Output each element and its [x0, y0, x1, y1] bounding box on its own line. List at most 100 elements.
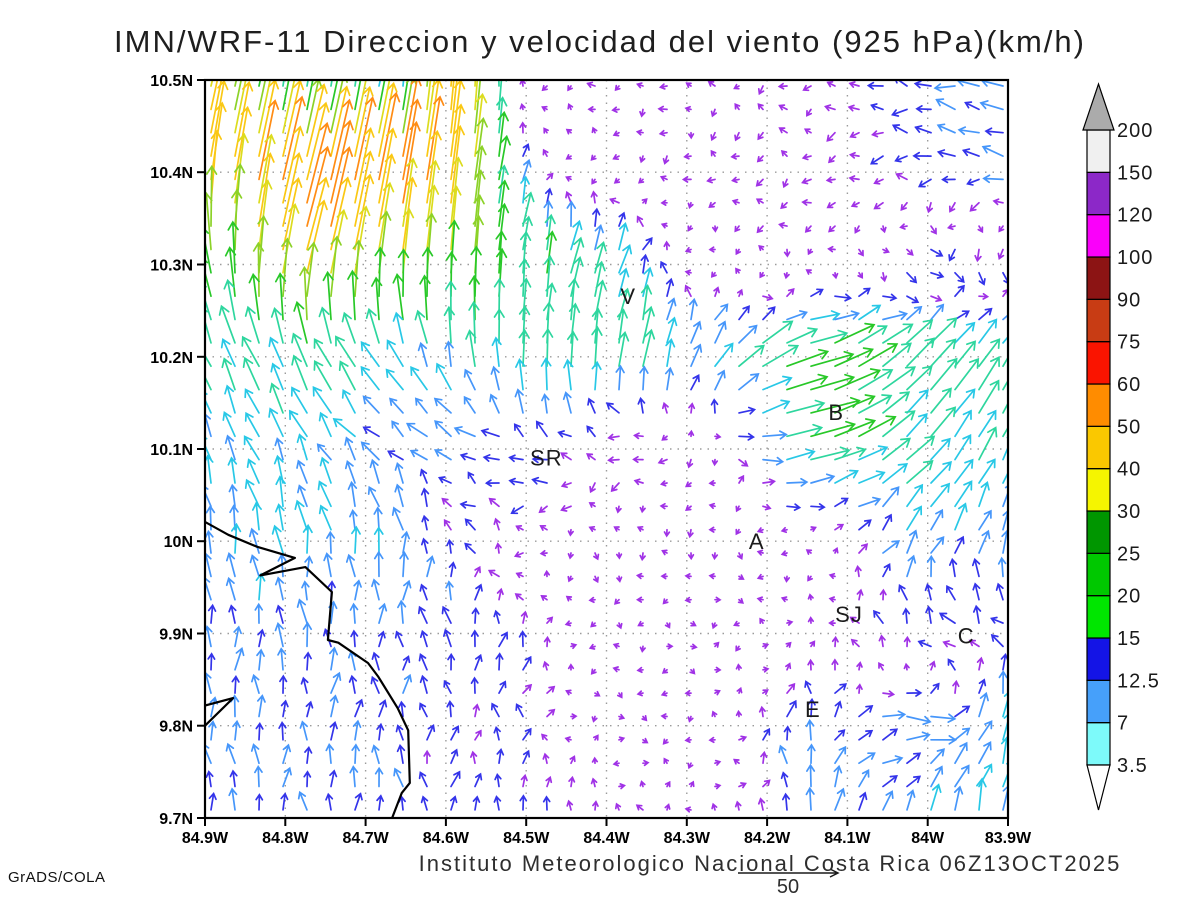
wind-arrow [612, 154, 620, 161]
wind-arrow [870, 103, 884, 111]
wind-arrow [543, 127, 549, 134]
wind-arrow [685, 504, 692, 511]
wind-arrow [489, 393, 500, 414]
wind-arrow [786, 288, 795, 298]
wind-arrow [941, 175, 956, 184]
wind-arrow [757, 85, 765, 96]
wind-arrow [426, 80, 444, 157]
wind-arrow [297, 484, 308, 508]
wind-arrow [786, 348, 830, 368]
wind-arrow [803, 128, 812, 135]
wind-arrow [332, 418, 356, 438]
wind-arrow [495, 652, 504, 671]
wind-arrow [568, 775, 576, 788]
wind-arrow [778, 104, 788, 111]
wind-arrow [242, 356, 260, 391]
wind-arrow [274, 576, 285, 601]
wind-arrow [612, 642, 620, 649]
wind-arrow [906, 319, 934, 344]
wind-arrow [834, 418, 877, 438]
wind-arrow [755, 178, 764, 187]
wind-arrow [560, 452, 572, 461]
wind-arrow [1002, 401, 1008, 414]
wind-arrow [635, 804, 644, 811]
wind-arrow [351, 525, 361, 554]
wind-arrow [849, 616, 860, 624]
wind-arrow [639, 780, 646, 788]
wind-arrow [834, 523, 845, 531]
wind-arrow [207, 603, 217, 624]
wind-arrow [762, 642, 770, 649]
wind-arrow [614, 84, 621, 92]
wind-arrow [662, 598, 669, 605]
wind-arrow [938, 612, 956, 624]
wind-arrow [690, 620, 697, 627]
wind-arrow [858, 368, 894, 391]
wind-arrow [834, 729, 846, 741]
wind-arrow [545, 775, 553, 788]
wind-arrow [565, 190, 573, 204]
wind-arrow [882, 755, 904, 765]
wind-arrow [834, 368, 882, 391]
wind-arrow [690, 320, 702, 344]
wind-arrow [510, 505, 524, 515]
wind-arrow [882, 540, 901, 554]
wind-arrow [917, 178, 932, 188]
wind-arrow [449, 795, 458, 811]
wind-arrow [349, 509, 358, 531]
wind-arrow [906, 715, 932, 726]
wind-arrow [474, 80, 477, 87]
wind-arrow [978, 426, 998, 461]
colorbar-block [1086, 256, 1111, 300]
wind-arrow [807, 575, 813, 582]
wind-arrow [546, 616, 554, 624]
reference-arrow-label: 50 [777, 876, 799, 898]
wind-arrow [954, 705, 971, 718]
wind-arrow [474, 80, 486, 134]
lat-tick-label: 10N [164, 534, 193, 551]
wind-arrow [299, 265, 311, 321]
wind-arrow [275, 475, 286, 508]
wind-arrow [330, 146, 354, 227]
wind-arrow [470, 245, 482, 298]
wind-arrow [827, 155, 836, 164]
wind-arrow [616, 575, 623, 583]
wind-arrow [930, 536, 945, 554]
wind-arrow [508, 454, 524, 463]
wind-arrow [930, 783, 942, 811]
lon-tick-label: 84.4W [583, 830, 630, 847]
wind-arrow [282, 177, 303, 251]
wind-arrow [639, 108, 646, 118]
wind-arrow [493, 308, 505, 344]
wind-arrow [541, 733, 548, 741]
wind-arrow [234, 105, 252, 181]
wind-arrow [443, 518, 452, 531]
wind-arrow [546, 685, 556, 694]
wind-arrow [783, 725, 792, 741]
wind-arrow [664, 366, 674, 391]
wind-arrow [590, 154, 597, 161]
wind-arrow [660, 573, 668, 580]
wind-arrow [735, 709, 743, 718]
lon-tick-label: 84.5W [503, 830, 550, 847]
wind-arrow [858, 705, 874, 718]
wind-arrow [280, 699, 289, 718]
reference-arrow-glyph [738, 868, 840, 878]
wind-arrow [900, 201, 908, 211]
wind-arrow [957, 126, 980, 136]
wind-arrow [564, 736, 572, 743]
wind-arrow [288, 409, 308, 438]
wind-arrow [414, 397, 428, 414]
wind-arrow [225, 576, 236, 601]
wind-arrow [418, 653, 428, 671]
wind-arrow [661, 667, 669, 674]
wind-arrow [891, 108, 908, 117]
wind-arrow [463, 395, 476, 414]
wind-arrow [542, 660, 550, 671]
wind-arrow [714, 342, 734, 368]
wind-arrow [947, 658, 956, 671]
wind-arrow [409, 449, 428, 461]
wind-arrow [520, 175, 530, 204]
wind-arrow [306, 176, 330, 251]
wind-arrow [373, 526, 384, 554]
